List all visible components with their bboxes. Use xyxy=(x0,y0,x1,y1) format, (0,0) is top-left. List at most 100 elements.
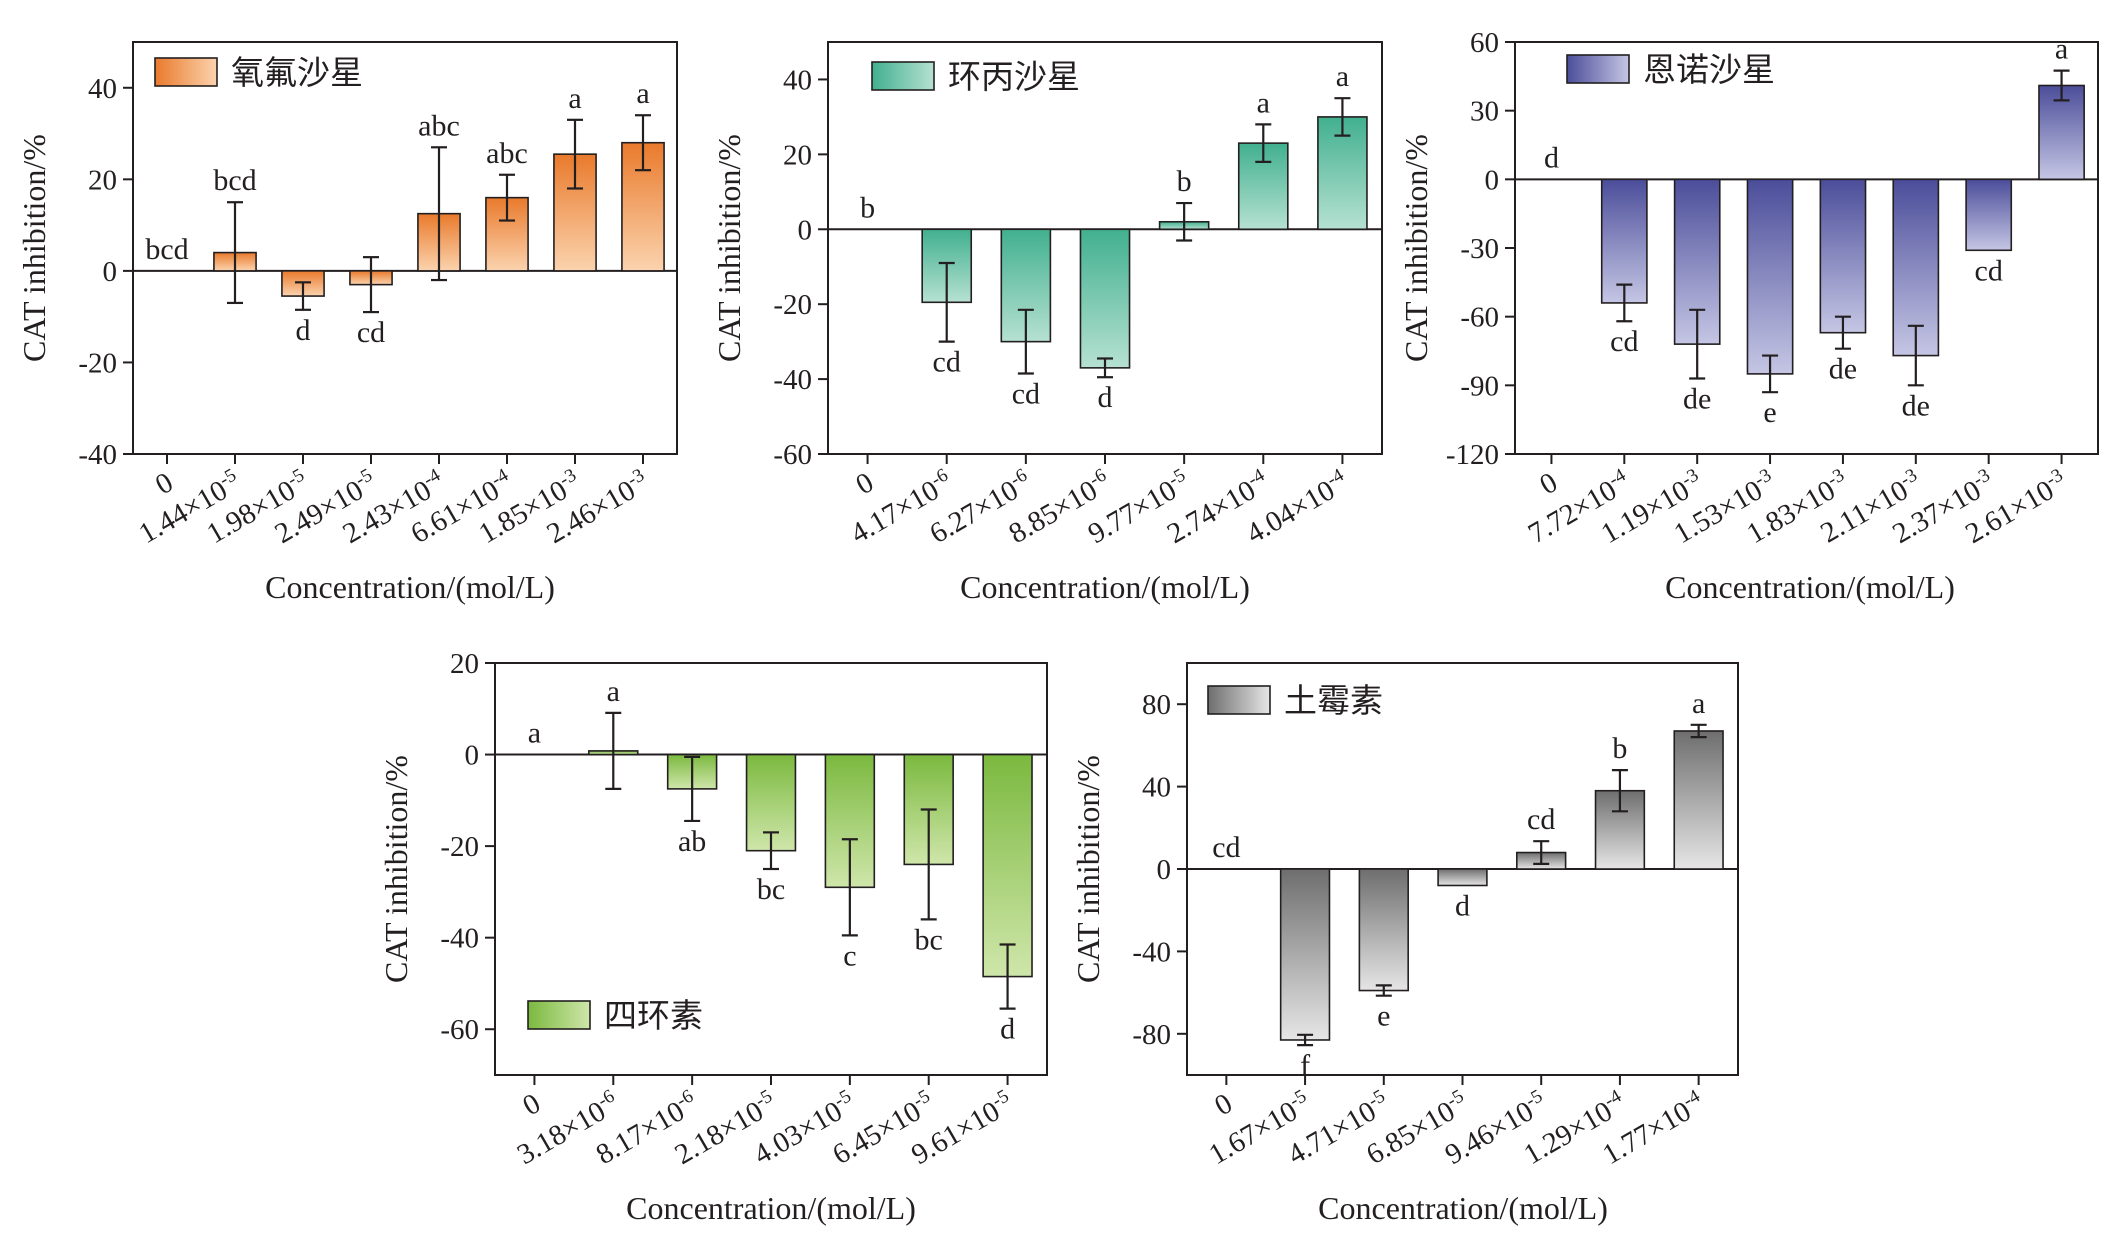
chart-3-y-tick-label: -30 xyxy=(1460,233,1499,265)
chart-3-significance-label: de xyxy=(1902,389,1930,422)
chart-5-bar xyxy=(1673,730,1724,870)
chart-3-bar xyxy=(1600,178,1648,304)
chart-2-significance-label: cd xyxy=(933,346,961,379)
chart-3-legend: 恩诺沙星 xyxy=(1566,50,1775,89)
chart-5-y-tick-label: -40 xyxy=(1132,936,1171,968)
chart-5-y-tick-label: 40 xyxy=(1142,772,1171,804)
chart-4-bar xyxy=(982,753,1033,978)
chart-1-y-tick-label: -40 xyxy=(78,439,117,471)
chart-3-panel: 60300-30-60-90-120d0cd7.72×10-4de1.19×10… xyxy=(1398,27,2099,605)
chart-2-legend: 环丙沙星 xyxy=(871,57,1080,96)
chart-2-legend-swatch xyxy=(871,61,935,91)
chart-5-significance-label: f xyxy=(1300,1049,1310,1082)
chart-3-significance-label: cd xyxy=(1975,254,2003,287)
chart-2-bar xyxy=(1079,228,1131,369)
chart-5-x-axis-title: Concentration/(mol/L) xyxy=(1318,1190,1608,1226)
chart-3-x-tick-label: 0 xyxy=(1534,466,1563,501)
chart-1-significance-label: bcd xyxy=(145,233,188,266)
chart-1-legend-swatch xyxy=(154,57,218,87)
chart-1-y-tick-label: 40 xyxy=(88,73,117,105)
chart-2-y-tick-label: -20 xyxy=(773,289,812,321)
chart-2-y-tick-label: -60 xyxy=(773,439,812,471)
chart-1-x-tick-label: 0 xyxy=(150,466,179,501)
chart-2-y-tick-label: 40 xyxy=(783,64,812,96)
chart-1-significance-label: abc xyxy=(418,109,460,142)
chart-4-panel: 200-20-40-60a0a3.18×10-6ab8.17×10-6bc2.1… xyxy=(378,648,1048,1226)
chart-2-x-tick-label: 0 xyxy=(851,466,880,501)
chart-3-significance-label: de xyxy=(1683,382,1711,415)
chart-1-significance-label: a xyxy=(568,82,581,115)
chart-3-significance-label: d xyxy=(1544,141,1559,174)
chart-4-significance-label: a xyxy=(607,675,620,708)
chart-5-significance-label: cd xyxy=(1212,831,1240,864)
chart-1-legend-label: 氧氟沙星 xyxy=(231,53,363,92)
chart-3-y-tick-label: -120 xyxy=(1446,439,1499,471)
chart-4-legend-label: 四环素 xyxy=(604,996,703,1035)
chart-4-significance-label: c xyxy=(843,939,856,972)
chart-5-y-tick-label: 80 xyxy=(1142,689,1171,721)
chart-1-y-tick-label: -20 xyxy=(78,347,117,379)
chart-4-significance-label: bc xyxy=(757,873,785,906)
chart-2-panel: 40200-20-40-60b0cd4.17×10-6cd6.27×10-6d8… xyxy=(711,41,1383,605)
chart-2-y-tick-label: -40 xyxy=(773,364,812,396)
chart-3-y-tick-label: 30 xyxy=(1470,96,1499,128)
chart-1-plot-frame xyxy=(132,41,678,455)
chart-5-significance-label: a xyxy=(1692,687,1705,720)
chart-5-x-tick-label: 0 xyxy=(1209,1087,1238,1122)
chart-2-significance-label: cd xyxy=(1012,377,1040,410)
chart-5-legend: 土霉素 xyxy=(1207,681,1383,720)
chart-4-y-tick-label: 20 xyxy=(450,648,479,680)
chart-4-legend-swatch xyxy=(527,1000,591,1030)
chart-4-legend: 四环素 xyxy=(527,996,703,1035)
chart-2-significance-label: d xyxy=(1098,381,1113,414)
chart-5-legend-swatch xyxy=(1207,685,1271,715)
chart-4-x-axis-title: Concentration/(mol/L) xyxy=(626,1190,916,1226)
chart-1-significance-label: cd xyxy=(357,316,385,349)
chart-5-y-axis-title: CAT inhibition/% xyxy=(1070,755,1106,983)
chart-3-y-tick-label: 0 xyxy=(1485,164,1500,196)
chart-2-significance-label: b xyxy=(860,191,875,224)
chart-4-significance-label: bc xyxy=(915,923,943,956)
chart-5-y-tick-label: -80 xyxy=(1132,1019,1171,1051)
chart-2-significance-label: a xyxy=(1336,60,1349,93)
chart-4-significance-label: a xyxy=(528,717,541,750)
chart-2-y-axis-title: CAT inhibition/% xyxy=(711,134,747,362)
chart-3-legend-swatch xyxy=(1566,54,1630,84)
chart-3-bar xyxy=(1746,178,1794,375)
chart-4-y-tick-label: -40 xyxy=(440,923,479,955)
chart-4-y-axis-title: CAT inhibition/% xyxy=(378,755,414,983)
chart-5-bar xyxy=(1437,868,1488,887)
chart-3-y-axis-title: CAT inhibition/% xyxy=(1398,134,1434,362)
chart-2-significance-label: a xyxy=(1257,86,1270,119)
chart-2-y-tick-label: 0 xyxy=(798,214,813,246)
chart-1-x-axis-title: Concentration/(mol/L) xyxy=(265,569,555,605)
chart-2-y-tick-label: 20 xyxy=(783,139,812,171)
chart-5-bar xyxy=(1279,868,1331,1041)
chart-3-bar xyxy=(1819,178,1867,334)
chart-4-y-tick-label: -20 xyxy=(440,831,479,863)
chart-3-significance-label: cd xyxy=(1610,325,1638,358)
chart-3-bar xyxy=(1965,178,2013,252)
chart-3-significance-label: e xyxy=(1763,396,1776,429)
chart-1-y-tick-label: 0 xyxy=(103,256,118,288)
chart-4-y-tick-label: -60 xyxy=(440,1014,479,1046)
chart-5-significance-label: e xyxy=(1377,1000,1390,1033)
chart-3-legend-label: 恩诺沙星 xyxy=(1643,50,1775,89)
chart-3-y-tick-label: 60 xyxy=(1470,27,1499,59)
chart-2-x-axis-title: Concentration/(mol/L) xyxy=(960,569,1250,605)
chart-5-bar xyxy=(1358,868,1409,992)
chart-5-significance-label: b xyxy=(1612,732,1627,765)
chart-5-panel: 80400-40-80cd0f1.67×10-5e4.71×10-5d6.85×… xyxy=(1070,662,1739,1226)
chart-1-y-tick-label: 20 xyxy=(88,164,117,196)
chart-4-y-tick-label: 0 xyxy=(465,740,480,772)
chart-1-significance-label: d xyxy=(296,314,311,347)
chart-5-significance-label: cd xyxy=(1527,803,1555,836)
chart-3-x-axis-title: Concentration/(mol/L) xyxy=(1665,569,1955,605)
chart-1-significance-label: a xyxy=(636,77,649,110)
chart-3-y-tick-label: -90 xyxy=(1460,370,1499,402)
chart-4-significance-label: ab xyxy=(678,825,706,858)
chart-2-significance-label: b xyxy=(1177,165,1192,198)
chart-3-significance-label: de xyxy=(1829,353,1857,386)
chart-4-significance-label: d xyxy=(1000,1013,1015,1046)
chart-2-legend-label: 环丙沙星 xyxy=(948,57,1080,96)
